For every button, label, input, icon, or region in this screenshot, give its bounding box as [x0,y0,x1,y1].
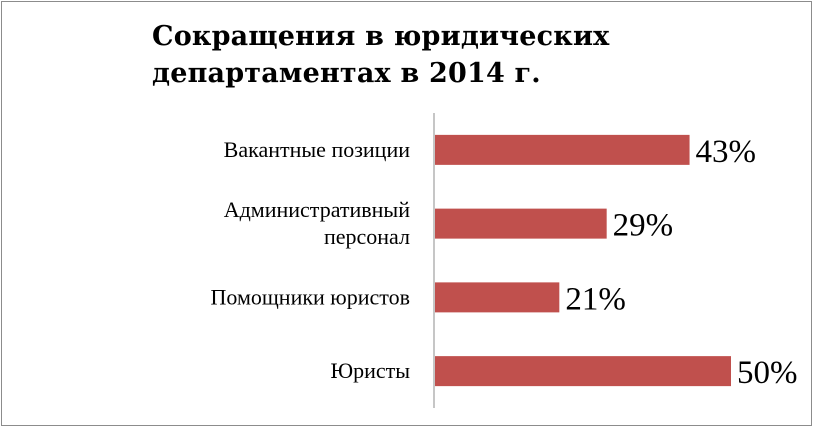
data-label-1: 29% [613,208,674,244]
data-label-0: 43% [696,134,757,170]
chart-title-line-1: Сокращения в юридических [152,21,610,52]
category-label-1-0: Административный [224,197,410,222]
category-label-0-0: Вакантные позиции [224,137,411,162]
bar-1 [435,208,607,239]
category-label-2-0: Помощники юристов [210,284,410,309]
bar-3 [435,356,731,387]
data-label-3: 50% [737,355,798,391]
data-label-2: 21% [565,281,626,317]
category-label-3-0: Юристы [330,358,410,383]
category-label-1-1: персонал [324,224,410,249]
bar-0 [435,134,690,165]
chart-title-line-2: департаментах в 2014 г. [152,58,541,89]
bar-2 [435,282,560,313]
chart-title: Сокращения в юридических департаментах в… [152,18,712,92]
